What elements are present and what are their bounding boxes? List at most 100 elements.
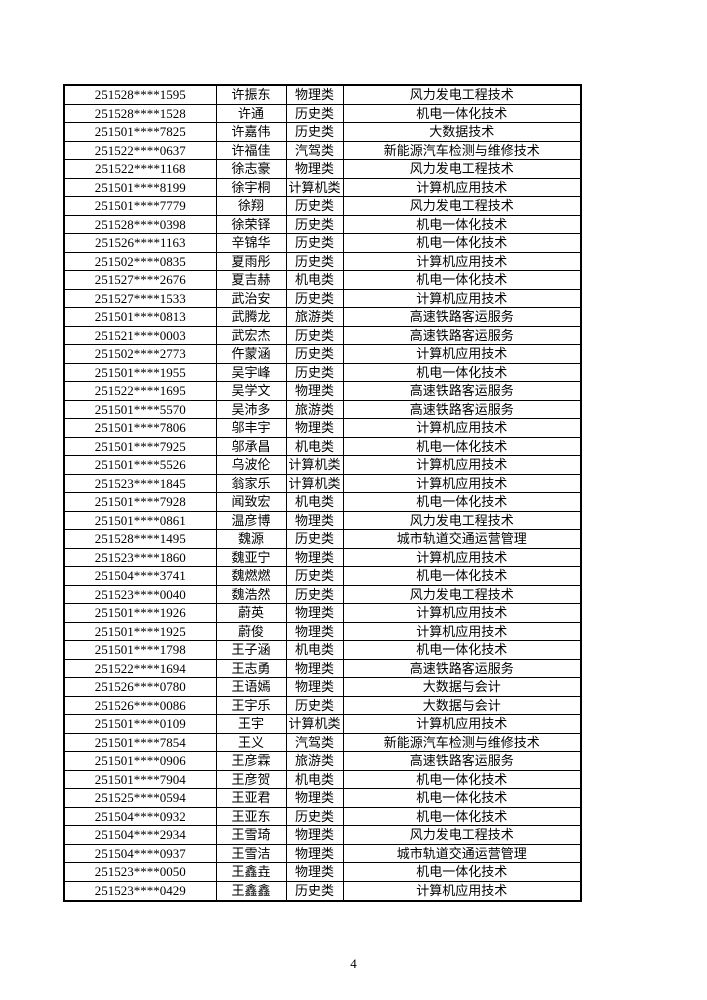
cell-major: 机电一体化技术 — [342, 492, 582, 512]
table-row: 251523****1845 翁家乐 计算机类 计算机应用技术 — [63, 473, 582, 494]
cell-major: 计算机应用技术 — [342, 473, 582, 494]
cell-candidate-id: 251501****1926 — [63, 603, 217, 623]
cell-name: 吴沛多 — [215, 399, 287, 420]
cell-category: 历史类 — [285, 584, 344, 605]
cell-candidate-id: 251526****0780 — [63, 677, 217, 697]
cell-category: 历史类 — [285, 566, 344, 586]
cell-major: 机电一体化技术 — [342, 769, 582, 790]
table-row: 251528****1528 许通 历史类 机电一体化技术 — [63, 103, 582, 124]
cell-name: 王义 — [215, 732, 287, 753]
table-row: 251526****0780 王语嫣 物理类 大数据与会计 — [63, 677, 582, 697]
cell-name: 邬丰宇 — [215, 418, 287, 438]
cell-major: 新能源汽车检测与维修技术 — [342, 732, 582, 753]
table-row: 251525****0594 王亚君 物理类 机电一体化技术 — [63, 788, 582, 808]
table-row: 251501****7928 闻致宏 机电类 机电一体化技术 — [63, 492, 582, 512]
cell-candidate-id: 251501****1798 — [63, 640, 217, 660]
admission-list-table: 251528****1595 许振东 物理类 风力发电工程技术 251528****15… — [63, 84, 582, 902]
table-row: 251523****0050 王鑫垚 物理类 机电一体化技术 — [63, 862, 582, 882]
cell-candidate-id: 251501****7904 — [63, 769, 217, 790]
cell-major: 机电一体化技术 — [342, 806, 582, 827]
cell-candidate-id: 251501****5526 — [63, 455, 217, 475]
cell-candidate-id: 251501****8199 — [63, 177, 217, 198]
cell-category: 计算机类 — [285, 177, 344, 198]
cell-category: 物理类 — [285, 159, 344, 179]
table-row: 251523****0040 魏浩然 历史类 风力发电工程技术 — [63, 584, 582, 605]
cell-category: 旅游类 — [285, 307, 344, 327]
table-row: 251504****0937 王雪洁 物理类 城市轨道交通运营管理 — [63, 843, 582, 864]
table-row: 251501****1925 蔚俊 物理类 计算机应用技术 — [63, 621, 582, 642]
cell-candidate-id: 251527****2676 — [63, 270, 217, 290]
cell-name: 魏亚宁 — [215, 547, 287, 568]
cell-candidate-id: 251528****1528 — [63, 103, 217, 124]
cell-category: 机电类 — [285, 270, 344, 290]
cell-candidate-id: 251504****3741 — [63, 566, 217, 586]
table-row: 251501****7904 王彦贺 机电类 机电一体化技术 — [63, 769, 582, 790]
cell-major: 高速铁路客运服务 — [342, 325, 582, 346]
cell-major: 计算机应用技术 — [342, 177, 582, 198]
cell-major: 大数据与会计 — [342, 677, 582, 697]
cell-name: 魏浩然 — [215, 584, 287, 605]
cell-major: 新能源汽车检测与维修技术 — [342, 140, 582, 161]
cell-candidate-id: 251522****1695 — [63, 381, 217, 401]
table-row: 251528****1595 许振东 物理类 风力发电工程技术 — [63, 84, 582, 105]
cell-name: 王志勇 — [215, 658, 287, 679]
cell-major: 计算机应用技术 — [342, 418, 582, 438]
cell-category: 历史类 — [285, 103, 344, 124]
table-row: 251526****1163 辛锦华 历史类 机电一体化技术 — [63, 233, 582, 253]
cell-major: 计算机应用技术 — [342, 288, 582, 309]
cell-major: 高速铁路客运服务 — [342, 751, 582, 771]
cell-name: 许振东 — [215, 84, 287, 105]
cell-name: 闻致宏 — [215, 492, 287, 512]
cell-name: 夏吉赫 — [215, 270, 287, 290]
cell-category: 旅游类 — [285, 399, 344, 420]
table-row: 251501****0109 王宇 计算机类 计算机应用技术 — [63, 714, 582, 734]
cell-candidate-id: 251501****7806 — [63, 418, 217, 438]
table-row: 251523****1860 魏亚宁 物理类 计算机应用技术 — [63, 547, 582, 568]
table-row: 251522****1695 吴学文 物理类 高速铁路客运服务 — [63, 381, 582, 401]
table-row: 251521****0003 武宏杰 历史类 高速铁路客运服务 — [63, 325, 582, 346]
table-row: 251528****0398 徐荣铎 历史类 机电一体化技术 — [63, 214, 582, 235]
cell-candidate-id: 251528****0398 — [63, 214, 217, 235]
cell-name: 徐志豪 — [215, 159, 287, 179]
cell-category: 物理类 — [285, 658, 344, 679]
cell-category: 机电类 — [285, 436, 344, 457]
cell-candidate-id: 251501****7854 — [63, 732, 217, 753]
cell-major: 城市轨道交通运营管理 — [342, 843, 582, 864]
cell-candidate-id: 251523****0050 — [63, 862, 217, 882]
cell-category: 历史类 — [285, 325, 344, 346]
table-row: 251501****7779 徐翔 历史类 风力发电工程技术 — [63, 196, 582, 216]
cell-category: 汽驾类 — [285, 732, 344, 753]
cell-category: 物理类 — [285, 418, 344, 438]
cell-candidate-id: 251528****1595 — [63, 84, 217, 105]
cell-category: 物理类 — [285, 862, 344, 882]
cell-major: 计算机应用技术 — [342, 547, 582, 568]
table-row: 251527****2676 夏吉赫 机电类 机电一体化技术 — [63, 270, 582, 290]
table-row: 251502****0835 夏雨彤 历史类 计算机应用技术 — [63, 251, 582, 272]
cell-candidate-id: 251501****0906 — [63, 751, 217, 771]
cell-candidate-id: 251522****1168 — [63, 159, 217, 179]
cell-candidate-id: 251502****2773 — [63, 344, 217, 364]
cell-major: 风力发电工程技术 — [342, 510, 582, 531]
cell-major: 机电一体化技术 — [342, 233, 582, 253]
cell-major: 机电一体化技术 — [342, 103, 582, 124]
cell-category: 历史类 — [285, 806, 344, 827]
table-row: 251522****0637 许福佳 汽驾类 新能源汽车检测与维修技术 — [63, 140, 582, 161]
table-row: 251504****0932 王亚东 历史类 机电一体化技术 — [63, 806, 582, 827]
cell-major: 计算机应用技术 — [342, 455, 582, 475]
cell-category: 历史类 — [285, 251, 344, 272]
cell-category: 物理类 — [285, 603, 344, 623]
table-row: 251522****1694 王志勇 物理类 高速铁路客运服务 — [63, 658, 582, 679]
cell-name: 王宇乐 — [215, 695, 287, 716]
table-row: 251504****2934 王雪琦 物理类 风力发电工程技术 — [63, 825, 582, 845]
cell-name: 许通 — [215, 103, 287, 124]
cell-name: 许福佳 — [215, 140, 287, 161]
cell-category: 物理类 — [285, 788, 344, 808]
cell-category: 计算机类 — [285, 455, 344, 475]
cell-major: 机电一体化技术 — [342, 436, 582, 457]
cell-name: 王鑫垚 — [215, 862, 287, 882]
table-row: 251504****3741 魏燃燃 历史类 机电一体化技术 — [63, 566, 582, 586]
table-row: 251523****0429 王鑫鑫 历史类 计算机应用技术 — [63, 880, 582, 902]
cell-major: 机电一体化技术 — [342, 862, 582, 882]
cell-major: 机电一体化技术 — [342, 362, 582, 383]
cell-name: 蔚俊 — [215, 621, 287, 642]
